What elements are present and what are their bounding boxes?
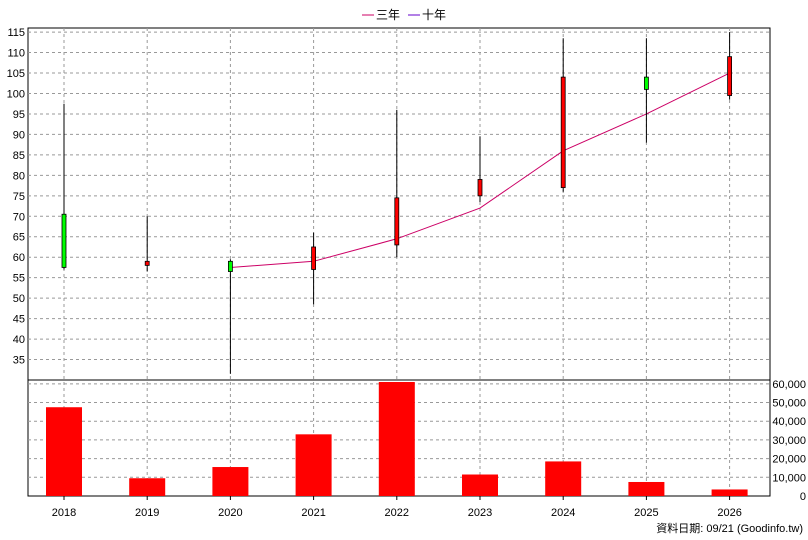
x-tick-label: 2018	[52, 507, 76, 519]
price-tick-label: 60	[13, 252, 25, 264]
volume-tick-label: 0	[800, 491, 806, 503]
volume-tick-label: 60,000	[772, 379, 806, 391]
volume-bar-2019	[129, 478, 166, 496]
volume-tick-label: 30,000	[772, 435, 806, 447]
price-tick-label: 105	[7, 68, 25, 80]
legend: 三年 十年	[362, 8, 446, 22]
volume-bar-2022	[378, 382, 415, 496]
price-tick-label: 95	[13, 109, 25, 121]
candle-2020	[227, 259, 233, 374]
x-tick-label: 2023	[468, 507, 492, 519]
candle-body	[394, 197, 400, 246]
candle-body	[144, 260, 150, 266]
x-tick-label: 2026	[717, 507, 741, 519]
volume-bar-2020	[212, 467, 249, 496]
price-tick-label: 65	[13, 232, 25, 244]
x-tick-label: 2021	[301, 507, 325, 519]
legend-label-3yr: 三年	[376, 8, 400, 22]
data-date-footer: 資料日期: 09/21 (Goodinfo.tw)	[656, 521, 803, 535]
candle-body	[227, 260, 233, 272]
volume-tick-label: 10,000	[772, 472, 806, 484]
volume-bar-2021	[295, 434, 332, 496]
candle-2025	[644, 38, 649, 143]
volume-bar-2024	[545, 461, 582, 496]
volume-bar-2026	[711, 489, 748, 496]
candle-body	[644, 76, 649, 90]
candle-2024	[560, 38, 566, 192]
candle-2018	[61, 103, 67, 270]
legend-label-10yr: 十年	[422, 8, 446, 22]
candle-2019	[144, 216, 150, 272]
price-tick-label: 100	[7, 88, 25, 100]
price-tick-label: 115	[7, 27, 25, 39]
candle-body	[477, 179, 483, 197]
volume-tick-label: 50,000	[772, 398, 806, 410]
volume-bar-2025	[628, 481, 665, 496]
x-tick-label: 2025	[634, 507, 658, 519]
candle-body	[560, 76, 566, 189]
x-tick-label: 2019	[135, 507, 159, 519]
x-tick-label: 2022	[385, 507, 409, 519]
volume-tick-label: 20,000	[772, 454, 806, 466]
price-tick-label: 45	[13, 314, 25, 326]
price-tick-label: 75	[13, 191, 25, 203]
price-tick-label: 40	[13, 334, 25, 346]
candle-2023	[477, 136, 483, 202]
x-tick-label: 2024	[551, 507, 575, 519]
price-tick-label: 110	[7, 48, 25, 60]
x-axis: 2018 2019 2020 2021 2022 2023 2024 2025 2026	[52, 496, 742, 519]
candle-body	[727, 56, 732, 96]
volume-tick-label: 40,000	[772, 416, 806, 428]
candle-body	[311, 246, 317, 270]
candle-2021	[311, 232, 317, 305]
volume-bar-2018	[46, 407, 82, 496]
x-tick-label: 2020	[218, 507, 242, 519]
price-panel: 35 40 45 50 55 60 65 70 75 80 85 90 95 100 105 110 115	[7, 27, 771, 496]
candle-2022	[394, 109, 400, 258]
price-tick-label: 50	[13, 293, 25, 305]
volume-panel: 0 10,000 20,000 30,000 40,000 50,000 60,000	[27, 379, 806, 503]
price-tick-label: 80	[13, 170, 25, 182]
price-tick-label: 85	[13, 150, 25, 162]
price-tick-label: 55	[13, 273, 25, 285]
candle-2026	[727, 32, 732, 100]
candle-body	[61, 213, 67, 268]
volume-bar-2023	[462, 474, 498, 496]
price-tick-label: 35	[13, 355, 25, 367]
price-tick-label: 70	[13, 211, 25, 223]
price-tick-label: 90	[13, 129, 25, 141]
